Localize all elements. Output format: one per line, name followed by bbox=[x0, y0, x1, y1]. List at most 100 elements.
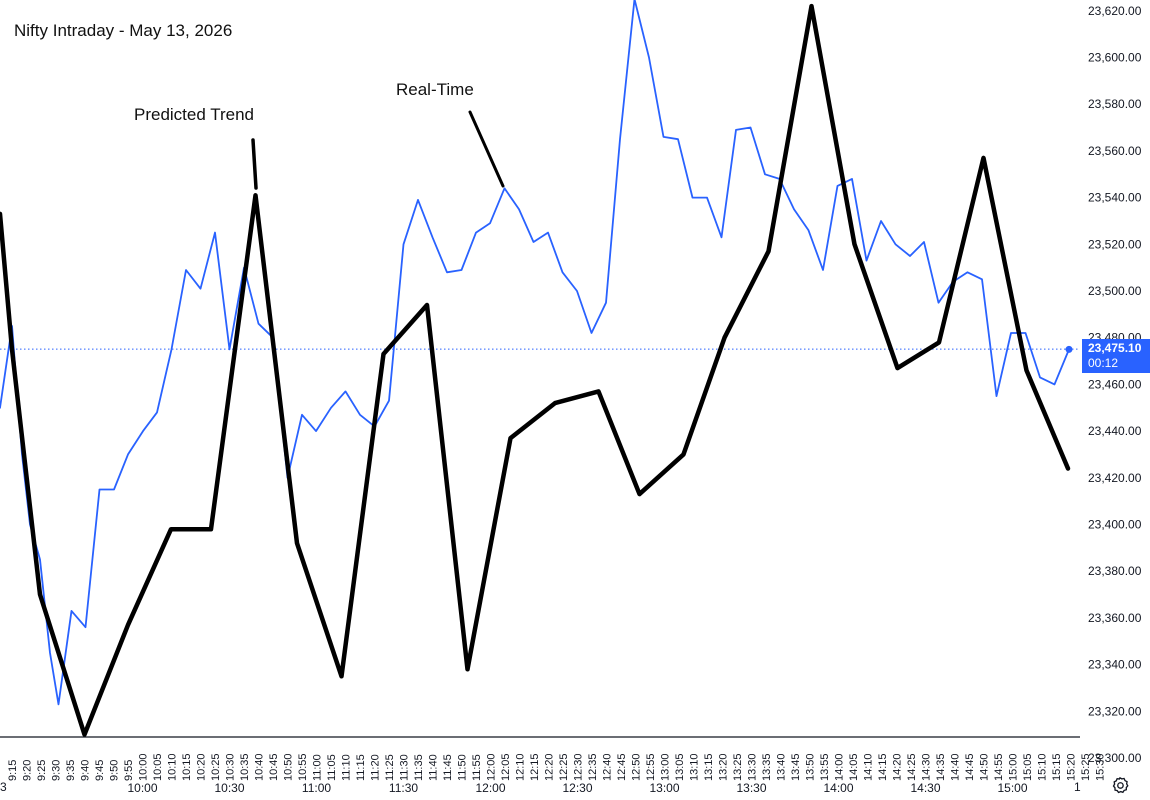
x-axis: 9:15 9:20 9:25 9:30 9:35 9:40 9:45 9:50 9:55 10:0… bbox=[0, 736, 1107, 795]
x-minor-tick-label: 15:30 bbox=[1095, 753, 1107, 781]
x-minor-tick-label: 12:05 bbox=[500, 753, 512, 781]
x-minor-tick-label: 12:40 bbox=[602, 753, 614, 781]
bar-countdown: 00:12 bbox=[1088, 356, 1119, 370]
y-tick-label: 23,400.00 bbox=[1088, 518, 1142, 532]
x-minor-tick-label: 11:45 bbox=[442, 754, 454, 781]
x-minor-tick-label: 14:55 bbox=[993, 753, 1005, 781]
settings-gear-icon[interactable] bbox=[1111, 776, 1129, 794]
x-minor-tick-label: 13:10 bbox=[689, 753, 701, 781]
x-minor-tick-label: 14:00 bbox=[834, 753, 846, 781]
x-minor-tick-label: 14:25 bbox=[906, 753, 918, 781]
y-tick-label: 23,540.00 bbox=[1088, 191, 1142, 205]
x-minor-tick-label: 11:10 bbox=[341, 754, 353, 781]
x-minor-tick-label: 15:00 bbox=[1008, 753, 1020, 781]
real-time-price-line bbox=[0, 0, 1070, 706]
x-minor-tick-label: 11:35 bbox=[413, 754, 425, 781]
x-minor-tick-label: 11:30 bbox=[399, 754, 411, 781]
y-tick-label: 23,360.00 bbox=[1088, 611, 1142, 625]
y-axis: 23,300.00 23,320.00 23,340.00 23,360.00 23,3… bbox=[1088, 4, 1142, 765]
x-minor-tick-label: 11:15 bbox=[355, 754, 367, 781]
x-minor-tick-label: 9:35 bbox=[65, 760, 77, 781]
x-minor-tick-label: 15:20 bbox=[1066, 753, 1078, 781]
x-minor-tick-label: 10:10 bbox=[167, 753, 179, 781]
series-lines bbox=[0, 0, 1073, 737]
x-minor-tick-label: 12:45 bbox=[616, 753, 628, 781]
x-minor-tick-label: 14:45 bbox=[964, 753, 976, 781]
x-minor-tick-label: 15:10 bbox=[1037, 753, 1049, 781]
x-minor-tick-label: 10:55 bbox=[297, 753, 309, 781]
x-minor-tick-label: 14:50 bbox=[979, 753, 991, 781]
chart-title: Nifty Intraday - May 13, 2026 bbox=[14, 21, 233, 40]
x-major-tick-label: 10:00 bbox=[127, 781, 157, 795]
x-major-tick-label: 13:30 bbox=[736, 781, 766, 795]
x-minor-tick-label: 11:05 bbox=[326, 754, 338, 781]
predicted-trend-pointer bbox=[251, 138, 258, 190]
x-minor-tick-label: 11:50 bbox=[457, 754, 469, 781]
x-edge-label-left: 3 bbox=[0, 780, 7, 794]
y-tick-label: 23,620.00 bbox=[1088, 4, 1142, 18]
x-minor-tick-label: 13:35 bbox=[761, 753, 773, 781]
x-minor-tick-label: 14:10 bbox=[863, 753, 875, 781]
x-minor-tick-label: 14:05 bbox=[848, 753, 860, 781]
x-edge-label-right: 1 bbox=[1074, 780, 1081, 794]
y-tick-label: 23,340.00 bbox=[1088, 658, 1142, 672]
x-major-tick-label: 12:30 bbox=[562, 781, 592, 795]
annotation-real-time: Real-Time bbox=[396, 80, 474, 99]
x-minor-tick-label: 12:30 bbox=[573, 753, 585, 781]
x-minor-tick-label: 12:10 bbox=[515, 753, 527, 781]
x-minor-tick-label: 14:30 bbox=[921, 753, 933, 781]
x-minor-tick-label: 12:15 bbox=[529, 753, 541, 781]
x-minor-tick-label: 10:50 bbox=[283, 753, 295, 781]
x-minor-tick-label: 13:20 bbox=[718, 753, 730, 781]
x-minor-tick-label: 10:45 bbox=[268, 753, 280, 781]
x-minor-tick-label: 12:55 bbox=[645, 753, 657, 781]
x-minor-tick-label: 13:55 bbox=[819, 753, 831, 781]
x-major-tick-label: 13:00 bbox=[649, 781, 679, 795]
y-tick-label: 23,460.00 bbox=[1088, 377, 1142, 391]
x-minor-tick-label: 15:25 bbox=[1080, 753, 1092, 781]
y-tick-label: 23,520.00 bbox=[1088, 237, 1142, 251]
x-minor-tick-label: 10:05 bbox=[152, 753, 164, 781]
x-minor-tick-label: 10:25 bbox=[210, 753, 222, 781]
annotation-predicted-trend: Predicted Trend bbox=[134, 105, 255, 124]
x-minor-tick-label: 10:00 bbox=[138, 753, 150, 781]
x-minor-tick-label: 11:55 bbox=[471, 754, 483, 781]
x-minor-tick-label: 10:20 bbox=[196, 753, 208, 781]
x-minor-tick-label: 10:30 bbox=[225, 753, 237, 781]
x-minor-tick-label: 9:45 bbox=[94, 760, 106, 781]
x-minor-tick-label: 15:05 bbox=[1022, 753, 1034, 781]
x-minor-tick-label: 13:45 bbox=[790, 753, 802, 781]
x-minor-tick-label: 12:00 bbox=[486, 753, 498, 781]
x-minor-tick-label: 11:20 bbox=[370, 754, 382, 781]
x-minor-tick-label: 13:15 bbox=[703, 753, 715, 781]
x-minor-tick-label: 10:15 bbox=[181, 753, 193, 781]
x-minor-tick-label: 10:40 bbox=[254, 753, 266, 781]
x-minor-tick-label: 9:55 bbox=[123, 760, 135, 781]
x-minor-tick-label: 10:35 bbox=[239, 753, 251, 781]
x-major-tick-label: 10:30 bbox=[214, 781, 244, 795]
last-price-badge: 23,475.10 00:12 bbox=[1082, 339, 1150, 373]
x-minor-tick-label: 9:25 bbox=[36, 760, 48, 781]
y-tick-label: 23,600.00 bbox=[1088, 51, 1142, 65]
y-tick-label: 23,420.00 bbox=[1088, 471, 1142, 485]
x-major-tick-label: 12:00 bbox=[475, 781, 505, 795]
x-major-tick-label: 14:30 bbox=[910, 781, 940, 795]
x-minor-tick-label: 14:15 bbox=[877, 753, 889, 781]
x-major-tick-label: 11:00 bbox=[302, 781, 331, 795]
x-minor-tick-label: 11:25 bbox=[384, 754, 396, 781]
x-minor-tick-label: 14:40 bbox=[950, 753, 962, 781]
x-minor-tick-label: 13:50 bbox=[805, 753, 817, 781]
x-minor-tick-label: 13:05 bbox=[674, 753, 686, 781]
x-minor-tick-label: 9:15 bbox=[7, 760, 19, 781]
x-minor-tick-label: 14:20 bbox=[892, 753, 904, 781]
x-minor-tick-label: 12:50 bbox=[631, 753, 643, 781]
x-minor-tick-label: 15:15 bbox=[1051, 753, 1063, 781]
x-minor-tick-label: 9:20 bbox=[22, 760, 34, 781]
x-major-tick-label: 11:30 bbox=[389, 781, 418, 795]
y-tick-label: 23,440.00 bbox=[1088, 424, 1142, 438]
x-minor-tick-label: 14:35 bbox=[935, 753, 947, 781]
annotation-pointers bbox=[251, 110, 505, 190]
x-minor-tick-label: 12:35 bbox=[587, 753, 599, 781]
x-major-tick-label: 15:00 bbox=[997, 781, 1027, 795]
